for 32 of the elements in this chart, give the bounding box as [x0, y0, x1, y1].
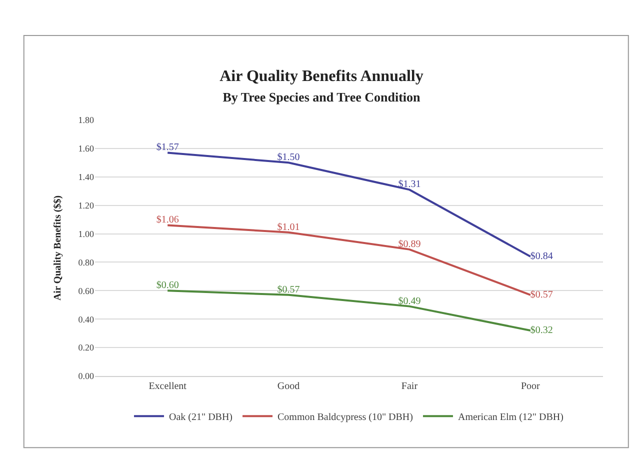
data-label: $0.57 [277, 284, 300, 296]
data-label: $1.01 [277, 222, 300, 233]
y-tick-label: 0.20 [78, 342, 94, 353]
data-label: $0.89 [398, 238, 421, 250]
x-tick-label: Good [277, 381, 300, 392]
y-tick-label: 1.80 [78, 115, 94, 126]
legend-label: American Elm (12" DBH) [458, 412, 564, 423]
y-tick-label: 1.20 [78, 200, 94, 210]
y-axis-title: Air Quality Benefits ($$) [52, 195, 64, 301]
y-tick-label: 0.40 [78, 314, 94, 324]
data-label: $0.57 [530, 289, 553, 300]
legend-label: Oak (21" DBH) [169, 412, 233, 423]
y-tick-label: 0.60 [78, 286, 94, 296]
y-tick-label: 1.00 [78, 228, 94, 239]
legend-label: Common Baldcypress (10" DBH) [278, 412, 413, 423]
x-tick-label: Excellent [148, 381, 187, 392]
y-tick-label: 0.80 [78, 257, 94, 268]
chart-title: Air Quality Benefits Annually [220, 68, 424, 85]
data-label: $1.57 [156, 142, 179, 154]
y-tick-label: 1.60 [78, 144, 94, 154]
x-tick-label: Poor [520, 381, 541, 392]
data-label: $0.60 [156, 280, 179, 292]
chart-subtitle: By Tree Species and Tree Condition [222, 90, 422, 105]
data-label: $0.84 [530, 251, 553, 262]
data-label: $0.32 [530, 324, 553, 336]
data-label: $1.31 [398, 179, 421, 190]
data-label: $1.50 [277, 152, 300, 164]
x-tick-label: Fair [401, 381, 418, 392]
y-tick-label: 0.00 [78, 371, 94, 382]
data-label: $1.06 [156, 214, 179, 226]
data-label: $0.49 [398, 296, 421, 307]
y-tick-label: 1.40 [78, 172, 94, 182]
